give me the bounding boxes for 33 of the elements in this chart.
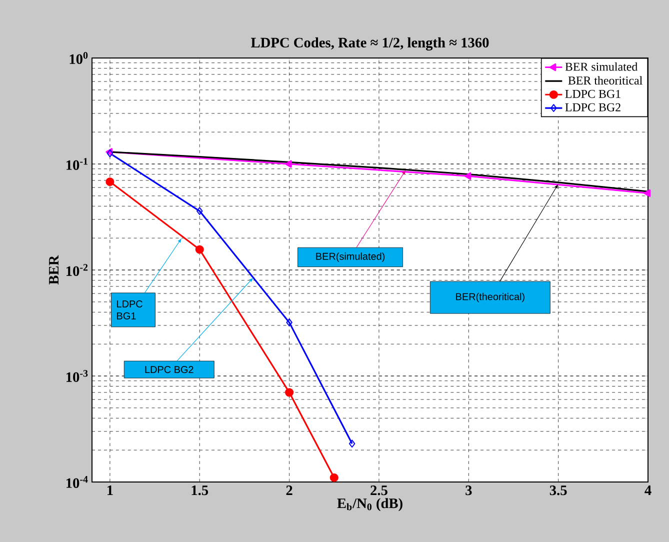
legend-label: BER simulated — [565, 62, 638, 71]
x-axis-title: E$_{b}$/N$_{0}$ (dB) — [337, 498, 402, 512]
point — [286, 318, 292, 326]
annotation: BER(theoritical) — [456, 292, 524, 302]
legend-label: BER theoritical — [568, 76, 642, 85]
point — [330, 473, 338, 482]
annotation: LDPC BG1 — [117, 300, 142, 320]
y-tick-label: 10$^{-3}$ — [66, 370, 88, 382]
x-tick-label: 3 — [466, 486, 472, 496]
y-tick-label: 10$^{-4}$ — [66, 476, 88, 488]
legend-label: LDPC BG2 — [565, 103, 620, 112]
annotation: BER(simulated) — [316, 252, 385, 262]
chart-title: LDPC Codes, Rate ≈ 1/2, length ≈ 1360 — [251, 37, 489, 50]
x-tick-label: 2.5 — [370, 486, 388, 496]
point — [644, 189, 651, 198]
x-tick-label: 1.5 — [192, 486, 208, 496]
x-tick-label: 2 — [286, 486, 292, 496]
point — [195, 245, 204, 254]
point — [348, 440, 356, 448]
legend-label: LDPC BG1 — [565, 90, 620, 98]
y-tick-label: 10$^{-2}$ — [66, 264, 88, 276]
x-tick-label: 3.5 — [550, 486, 567, 496]
point — [285, 388, 294, 397]
y-axis-title: BER — [49, 255, 59, 285]
y-tick-label: 10$^{0}$ — [70, 52, 88, 64]
point — [106, 177, 114, 186]
point — [285, 160, 292, 168]
x-tick-label: 1 — [108, 486, 113, 495]
annotation: LDPC BG2 — [145, 366, 194, 374]
point — [196, 207, 203, 216]
point — [464, 172, 472, 180]
y-tick-label: 10$^{-1}$ — [66, 158, 88, 170]
x-tick-label: 4 — [644, 486, 652, 495]
